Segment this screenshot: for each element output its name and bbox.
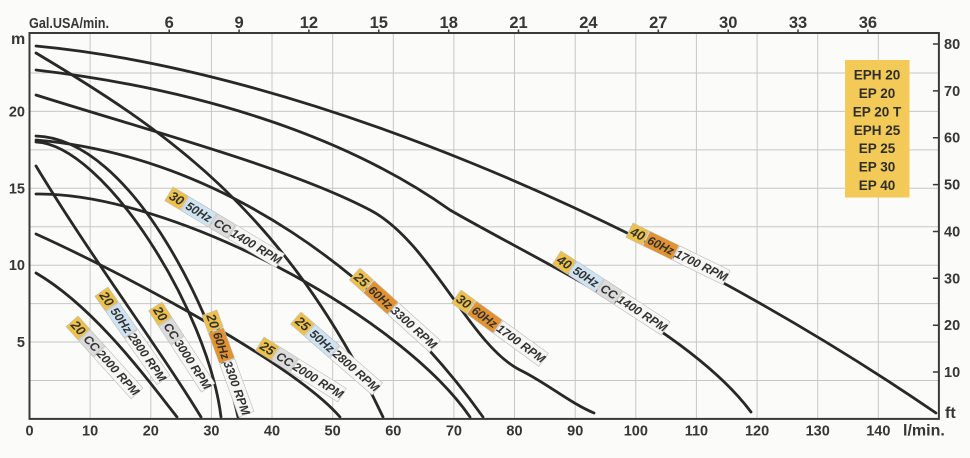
svg-text:50: 50 [944,178,960,194]
svg-text:10: 10 [944,365,960,381]
svg-text:20: 20 [9,104,25,120]
svg-text:90: 90 [567,424,583,440]
svg-text:EP 25: EP 25 [859,141,896,156]
svg-text:20: 20 [944,318,960,334]
svg-text:80: 80 [944,37,960,53]
svg-text:100: 100 [624,424,648,440]
svg-text:20: 20 [143,424,159,440]
svg-text:24: 24 [579,14,598,32]
svg-text:50: 50 [325,424,341,440]
svg-text:21: 21 [509,14,527,32]
svg-text:70: 70 [944,84,960,100]
svg-text:0: 0 [25,424,33,440]
svg-text:EPH 25: EPH 25 [854,123,901,138]
svg-text:m: m [11,31,25,48]
svg-text:6: 6 [165,14,174,32]
svg-text:36: 36 [859,14,877,32]
svg-text:30: 30 [944,271,960,287]
svg-text:ft: ft [945,405,956,422]
svg-text:40: 40 [264,424,280,440]
svg-text:30: 30 [203,424,219,440]
svg-text:EPH 20: EPH 20 [854,67,901,82]
svg-text:EP 20 T: EP 20 T [853,104,902,119]
svg-text:EP 20: EP 20 [859,86,896,101]
svg-text:80: 80 [506,424,522,440]
svg-text:12: 12 [300,14,318,32]
svg-text:60: 60 [944,131,960,147]
svg-text:Gal.USA/min.: Gal.USA/min. [29,16,109,32]
svg-text:40: 40 [944,225,960,241]
svg-text:15: 15 [370,14,388,32]
svg-text:EP 30: EP 30 [859,160,896,175]
svg-text:120: 120 [745,424,769,440]
svg-text:70: 70 [446,424,462,440]
svg-text:110: 110 [685,424,708,440]
svg-text:27: 27 [649,14,667,32]
svg-text:33: 33 [789,14,807,32]
svg-text:140: 140 [866,424,890,440]
svg-text:130: 130 [806,424,830,440]
svg-text:EP 40: EP 40 [859,178,896,193]
svg-text:9: 9 [235,14,244,32]
svg-text:10: 10 [9,258,25,274]
svg-text:15: 15 [9,181,25,197]
svg-text:30: 30 [719,14,737,32]
svg-text:10: 10 [82,424,98,440]
svg-text:18: 18 [440,14,458,32]
svg-text:5: 5 [17,335,25,351]
svg-text:20: 20 [203,311,223,331]
svg-text:40: 40 [627,224,648,245]
svg-text:l/min.: l/min. [903,423,945,440]
svg-text:60: 60 [385,424,401,440]
